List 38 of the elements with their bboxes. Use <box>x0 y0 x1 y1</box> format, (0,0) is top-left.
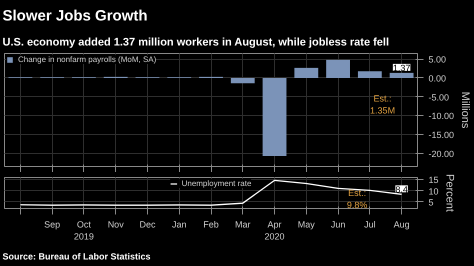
chart-title: Slower Jobs Growth <box>2 8 148 24</box>
x-tick-label: Jun <box>330 220 346 230</box>
x-tick-label: Feb <box>203 220 219 230</box>
data-label: 8.4 <box>395 184 408 194</box>
annotation: Est.: 9.8% <box>346 188 368 210</box>
x-tick-label: Mar <box>235 220 251 230</box>
legend-label: Change in nonfarm payrolls (MoM, SA) <box>18 55 156 64</box>
y-tick-label: 5.00 <box>428 54 446 65</box>
x-tick-label: May <box>298 220 316 230</box>
data-label: 1.37 <box>392 62 410 73</box>
y-tick-label: -5.00 <box>428 92 450 102</box>
chart-subtitle: U.S. economy added 1.37 million workers in August, while jobless rate fell <box>2 36 390 48</box>
y-tick-label: 0.00 <box>428 73 446 84</box>
bar <box>358 71 382 78</box>
x-tick-label: Dec <box>139 220 156 230</box>
y-tick-label: -15.00 <box>428 130 454 140</box>
legend-label: Unemployment rate <box>182 179 252 188</box>
x-tick-label: Oct 2019 <box>74 220 94 242</box>
x-tick-label: Nov <box>108 220 124 230</box>
x-tick-label: Jan <box>172 220 186 230</box>
bar <box>262 78 286 156</box>
bar <box>390 72 414 78</box>
annotation: Est.: 1.35M <box>370 93 396 116</box>
y-tick-label: -10.00 <box>428 111 454 122</box>
y-tick-label: 10 <box>428 186 439 196</box>
x-tick-label: Apr 2020 <box>264 220 285 242</box>
y-tick-label: -20.00 <box>428 148 454 159</box>
x-tick-label: Aug <box>394 220 410 230</box>
bar <box>230 78 255 84</box>
y-axis-title: Percent <box>444 174 456 212</box>
x-tick-label: Jul <box>364 220 376 230</box>
y-tick-label: 15 <box>428 175 439 186</box>
source-note: Source: Bureau of Labor Statistics <box>2 252 151 262</box>
y-tick-label: 5 <box>428 197 434 208</box>
bar <box>294 68 318 78</box>
bar <box>326 60 350 78</box>
x-tick-label: Sep <box>44 220 60 230</box>
y-axis-title: Millions <box>459 92 472 129</box>
